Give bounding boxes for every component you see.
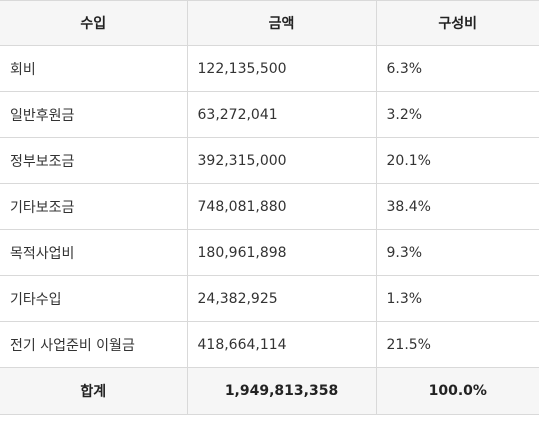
cell-ratio: 21.5%	[375, 321, 539, 368]
cell-category: 목적사업비	[0, 229, 188, 276]
cell-ratio: 20.1%	[375, 137, 539, 184]
cell-ratio: 1.3%	[375, 275, 539, 322]
header-ratio: 구성비	[375, 0, 539, 46]
header-category: 수입	[0, 0, 188, 46]
cell-amount: 24,382,925	[186, 275, 377, 322]
cell-category: 전기 사업준비 이월금	[0, 321, 188, 368]
cell-amount: 392,315,000	[186, 137, 377, 184]
total-ratio: 100.0%	[375, 367, 539, 415]
table-row: 전기 사업준비 이월금 418,664,114 21.5%	[0, 321, 539, 368]
cell-category: 정부보조금	[0, 137, 188, 184]
table-header: 수입 금액 구성비	[0, 0, 539, 46]
table-row: 정부보조금 392,315,000 20.1%	[0, 137, 539, 184]
cell-amount: 748,081,880	[186, 183, 377, 230]
cell-amount: 180,961,898	[186, 229, 377, 276]
cell-ratio: 6.3%	[375, 45, 539, 92]
cell-category: 회비	[0, 45, 188, 92]
header-amount: 금액	[186, 0, 377, 46]
cell-ratio: 3.2%	[375, 91, 539, 138]
table-body: 회비 122,135,500 6.3% 일반후원금 63,272,041 3.2…	[0, 45, 539, 368]
total-row: 합계 1,949,813,358 100.0%	[0, 367, 539, 415]
table-row: 회비 122,135,500 6.3%	[0, 45, 539, 92]
total-label: 합계	[0, 367, 188, 415]
table-row: 기타수입 24,382,925 1.3%	[0, 275, 539, 322]
table-row: 목적사업비 180,961,898 9.3%	[0, 229, 539, 276]
cell-category: 기타보조금	[0, 183, 188, 230]
table-footer: 합계 1,949,813,358 100.0%	[0, 367, 539, 415]
cell-amount: 418,664,114	[186, 321, 377, 368]
cell-ratio: 38.4%	[375, 183, 539, 230]
cell-amount: 122,135,500	[186, 45, 377, 92]
cell-category: 기타수입	[0, 275, 188, 322]
table-row: 일반후원금 63,272,041 3.2%	[0, 91, 539, 138]
cell-category: 일반후원금	[0, 91, 188, 138]
total-amount: 1,949,813,358	[186, 367, 377, 415]
cell-ratio: 9.3%	[375, 229, 539, 276]
cell-amount: 63,272,041	[186, 91, 377, 138]
table-row: 기타보조금 748,081,880 38.4%	[0, 183, 539, 230]
header-row: 수입 금액 구성비	[0, 0, 539, 46]
